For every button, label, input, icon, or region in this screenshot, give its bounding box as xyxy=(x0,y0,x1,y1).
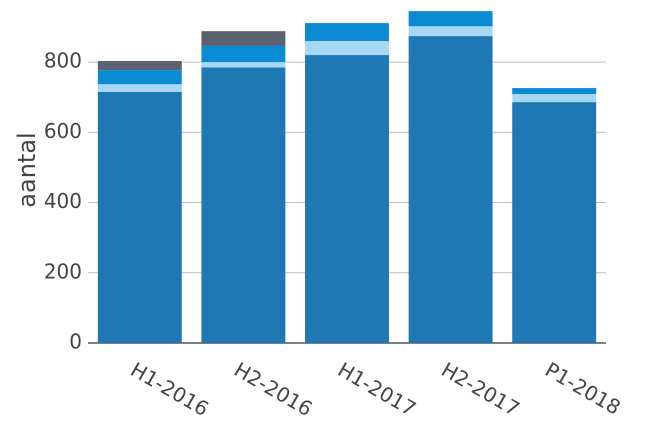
bar-segment xyxy=(305,23,389,42)
bar-segment xyxy=(97,84,182,92)
bar-segment xyxy=(408,36,493,343)
x-tick-label: H2-2017 xyxy=(437,357,523,421)
bar-segment xyxy=(97,61,182,71)
x-tick-label: H1-2016 xyxy=(127,357,213,421)
bar-segment xyxy=(97,91,182,344)
bar-segment xyxy=(201,62,286,68)
bar-segment xyxy=(512,88,597,95)
bar-segment xyxy=(201,31,286,46)
x-tick-label: H2-2016 xyxy=(230,357,316,421)
y-tick-label: 400 xyxy=(44,189,82,213)
bar-segment xyxy=(408,26,493,37)
bar-segment xyxy=(408,11,493,27)
bar-segment xyxy=(201,67,286,344)
x-tick-label: P1-2018 xyxy=(541,357,625,419)
bar-segment xyxy=(97,70,182,85)
y-tick-label: 800 xyxy=(44,49,82,73)
y-tick-label: 600 xyxy=(44,119,82,143)
bar-segment xyxy=(305,55,389,344)
bar-segment xyxy=(201,45,286,63)
bar-segment xyxy=(512,94,597,103)
bar-segment xyxy=(512,102,597,344)
bar-segment xyxy=(305,41,389,56)
x-tick-label: H1-2017 xyxy=(334,357,420,421)
y-tick-label: 0 xyxy=(69,330,82,354)
y-tick-label: 200 xyxy=(44,259,82,283)
y-axis-label: aantal xyxy=(13,132,41,207)
